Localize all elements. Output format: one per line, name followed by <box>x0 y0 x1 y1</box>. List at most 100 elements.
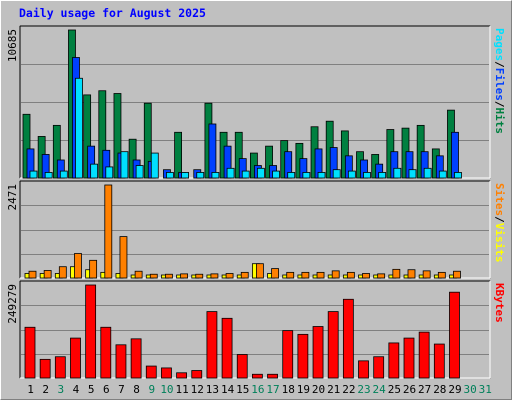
bar-files <box>208 123 217 179</box>
legend-entry: / <box>493 61 506 68</box>
bar-kbytes <box>130 338 142 379</box>
y-max-label-bottom: 249279 <box>6 284 19 324</box>
bar-kbytes <box>297 333 309 379</box>
legend-bottom: KBytes <box>493 283 506 323</box>
x-tick-label: 15 <box>236 383 249 396</box>
bar-sites <box>362 273 370 279</box>
bar-sites <box>210 273 219 279</box>
bar-sites <box>225 273 234 279</box>
x-tick-label: 10 <box>160 383 173 396</box>
legend-entry: Visits <box>493 223 506 263</box>
bar-hits <box>83 94 92 179</box>
bar-kbytes <box>176 372 188 379</box>
bar-hits <box>52 124 61 179</box>
bar-kbytes <box>342 298 354 379</box>
bar-hits <box>340 130 349 179</box>
bar-sites <box>165 273 173 279</box>
bar-sites <box>392 268 401 279</box>
x-tick-label: 24 <box>373 383 387 396</box>
legend-entry: / <box>493 216 506 223</box>
bar-sites <box>104 184 113 279</box>
x-tick-label: 26 <box>403 383 416 396</box>
bar-kbytes <box>251 373 263 379</box>
x-tick-label: 13 <box>206 383 219 396</box>
x-tick-label: 6 <box>103 383 110 396</box>
x-tick-label: 16 <box>251 383 264 396</box>
bar-pages <box>44 172 53 179</box>
bar-kbytes <box>191 370 203 379</box>
bar-pages <box>75 77 83 179</box>
bar-pages <box>332 169 341 179</box>
bar-kbytes <box>24 326 36 379</box>
x-tick-label: 17 <box>266 383 279 396</box>
bar-pages <box>150 152 159 179</box>
bar-kbytes <box>145 365 157 379</box>
bar-hits <box>174 131 183 179</box>
bar-hits <box>98 90 107 179</box>
bar-pages <box>347 170 356 179</box>
x-tick-label: 1 <box>27 383 34 396</box>
x-tick-label: 3 <box>58 383 65 396</box>
bar-pages <box>241 170 250 179</box>
bar-pages <box>29 170 38 179</box>
legend-entry: Sites <box>493 183 506 216</box>
bar-kbytes <box>100 326 112 379</box>
y-max-label-middle: 2471 <box>6 184 19 211</box>
bar-pages <box>438 170 447 179</box>
bar-sites <box>195 273 204 279</box>
bar-sites <box>149 273 158 279</box>
bar-sites <box>437 271 446 279</box>
bar-sites <box>134 270 143 279</box>
bar-pages <box>135 165 144 179</box>
bar-kbytes <box>85 284 97 379</box>
chart-title: Daily usage for August 2025 <box>19 6 206 20</box>
x-tick-label: 19 <box>297 383 310 396</box>
bar-pages <box>181 172 190 179</box>
bar-pages <box>166 172 174 179</box>
bar-sites <box>377 273 386 279</box>
bar-pages <box>393 167 402 179</box>
bar-sites <box>89 259 98 279</box>
y-max-label-top: 10685 <box>6 29 19 62</box>
x-tick-label: 30 <box>464 383 477 396</box>
bar-pages <box>302 172 311 179</box>
bar-pages <box>59 170 68 179</box>
x-tick-label: 28 <box>433 383 446 396</box>
bar-hits <box>143 102 152 179</box>
x-tick-label: 18 <box>282 383 295 396</box>
bar-pages <box>378 172 387 179</box>
bar-sites <box>331 270 340 279</box>
bar-sites <box>453 270 461 279</box>
bar-sites <box>119 236 128 279</box>
plot-panel-middle <box>19 180 491 279</box>
x-tick-label: 14 <box>221 383 235 396</box>
bar-pages <box>454 172 462 179</box>
x-tick-label: 9 <box>148 383 155 396</box>
x-tick-label: 8 <box>133 383 140 396</box>
bar-kbytes <box>282 330 294 379</box>
legend-entry: Hits <box>493 108 506 135</box>
bar-kbytes <box>433 343 445 379</box>
x-tick-label: 22 <box>342 383 355 396</box>
legend-top: Pages/Files/Hits <box>493 28 506 134</box>
bar-pages <box>211 172 220 179</box>
bar-pages <box>423 167 432 179</box>
x-tick-label: 2 <box>42 383 49 396</box>
bar-kbytes <box>221 317 233 379</box>
x-tick-label: 5 <box>88 383 95 396</box>
x-tick-label: 31 <box>479 383 492 396</box>
bar-kbytes <box>388 342 400 379</box>
bar-hits <box>128 138 137 179</box>
bar-sites <box>180 273 189 279</box>
x-tick-label: 23 <box>357 383 370 396</box>
x-tick-label: 12 <box>191 383 204 396</box>
bar-sites <box>316 271 325 279</box>
x-tick-label: 11 <box>175 383 188 396</box>
legend-entry: Pages <box>493 28 506 61</box>
legend-entry: KBytes <box>493 283 506 323</box>
bar-kbytes <box>115 344 127 379</box>
bar-sites <box>422 270 431 279</box>
x-tick-label: 7 <box>118 383 125 396</box>
bar-pages <box>287 172 296 179</box>
x-tick-label: 20 <box>312 383 325 396</box>
